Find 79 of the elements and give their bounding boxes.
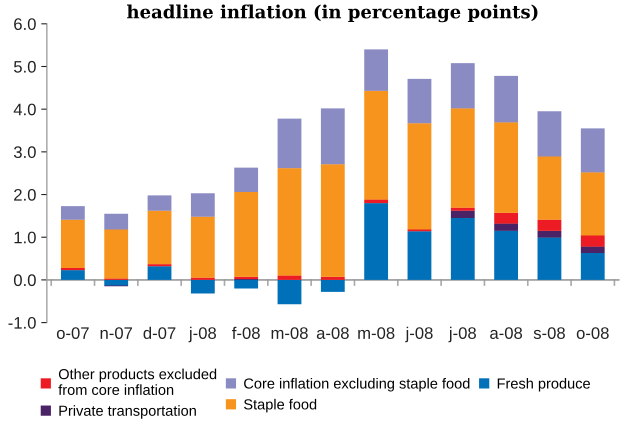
bar <box>104 280 128 286</box>
bar <box>538 156 562 220</box>
y-tick-label: 2.0 <box>14 188 36 201</box>
y-tick-label: 4.0 <box>14 104 36 116</box>
bar <box>494 212 518 224</box>
bar <box>148 266 172 280</box>
bar <box>580 172 605 236</box>
bar <box>104 230 128 279</box>
bar <box>408 231 432 280</box>
x-tick-label: j-08 <box>448 326 476 342</box>
y-tick-label: 3.0 <box>14 146 36 158</box>
bar <box>450 210 475 218</box>
x-tick-label: j-08 <box>405 326 433 342</box>
bar <box>538 220 562 231</box>
bar <box>450 63 475 108</box>
bar <box>104 214 128 230</box>
chart-title: headline inflation (in percentage points) <box>127 4 538 22</box>
x-tick-label: o-07 <box>56 327 89 339</box>
y-tick-label: 1.0 <box>14 232 36 244</box>
bar <box>60 268 85 270</box>
bar <box>320 280 345 292</box>
bar <box>278 118 302 168</box>
bar <box>190 216 215 278</box>
bar <box>320 108 345 164</box>
bar <box>234 276 258 280</box>
bar <box>538 111 562 157</box>
x-tick-label: o-08 <box>576 327 609 339</box>
legend-label: Private transportation <box>59 405 196 419</box>
bar <box>320 164 345 277</box>
bar <box>278 168 302 276</box>
x-tick-label: f-08 <box>232 326 260 339</box>
x-tick-label: a-08 <box>490 327 522 339</box>
bar <box>494 76 518 122</box>
legend-label: Staple food <box>244 398 316 412</box>
y-tick-label: 0.0 <box>14 274 36 286</box>
legend-label: Other products excluded from core inflation <box>58 368 216 395</box>
bar <box>408 78 432 124</box>
bar <box>538 238 562 280</box>
bar <box>494 230 518 280</box>
bar <box>60 270 85 280</box>
bar <box>190 193 215 217</box>
bar <box>408 123 432 230</box>
x-tick-label: d-07 <box>144 326 176 339</box>
bar <box>494 122 518 213</box>
bar <box>450 108 475 208</box>
bar <box>580 128 605 172</box>
bar <box>364 49 388 91</box>
bar <box>450 208 475 211</box>
bar <box>234 280 258 288</box>
bar <box>148 195 172 211</box>
bar <box>364 203 388 280</box>
bar <box>234 192 258 277</box>
x-tick-label: s-08 <box>534 327 565 339</box>
bar <box>278 280 302 304</box>
y-tick-label: 5.0 <box>14 60 36 73</box>
y-tick-label: -1.0 <box>8 316 36 329</box>
legend-label: Core inflation excluding staple food <box>244 378 470 392</box>
bar <box>580 253 605 280</box>
bar <box>60 220 85 268</box>
bar <box>494 224 518 231</box>
x-tick-label: a-08 <box>316 327 349 339</box>
bar <box>60 206 85 220</box>
bar <box>450 218 475 280</box>
bar <box>580 246 605 254</box>
x-tick-label: j-08 <box>188 326 216 342</box>
x-tick-label: n-07 <box>100 327 132 339</box>
bar <box>148 210 172 264</box>
bar <box>234 168 258 192</box>
bar <box>580 236 605 247</box>
x-tick-label: m-08 <box>272 327 308 339</box>
x-tick-label: m-08 <box>358 327 394 339</box>
y-tick-label: 6.0 <box>14 18 36 30</box>
bar <box>190 280 215 294</box>
bar <box>320 276 345 280</box>
bar <box>364 90 388 200</box>
legend-label: Fresh produce <box>498 378 590 392</box>
bar <box>364 200 388 204</box>
bar <box>278 276 302 280</box>
bar <box>538 230 562 238</box>
